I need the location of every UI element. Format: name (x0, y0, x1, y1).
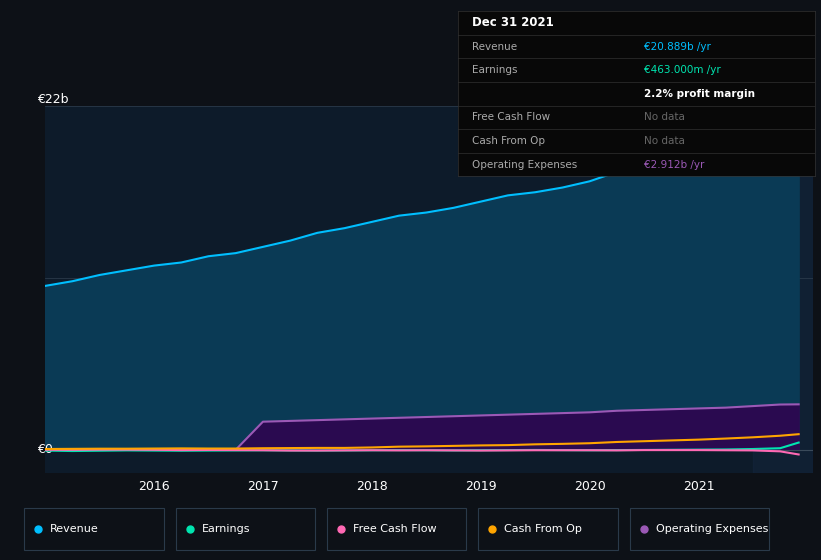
Text: No data: No data (644, 113, 685, 123)
Text: €0: €0 (38, 444, 53, 456)
Text: Revenue: Revenue (50, 524, 99, 534)
Text: €20.889b /yr: €20.889b /yr (644, 41, 711, 52)
Text: 2.2% profit margin: 2.2% profit margin (644, 89, 754, 99)
Text: Operating Expenses: Operating Expenses (472, 160, 578, 170)
Text: Dec 31 2021: Dec 31 2021 (472, 16, 554, 30)
Text: €22b: €22b (38, 94, 69, 106)
Text: Cash From Op: Cash From Op (504, 524, 582, 534)
Text: No data: No data (644, 136, 685, 146)
Text: Earnings: Earnings (202, 524, 250, 534)
Bar (479, 508, 617, 550)
Text: Operating Expenses: Operating Expenses (656, 524, 768, 534)
Bar (176, 508, 315, 550)
Bar (25, 508, 164, 550)
Bar (630, 508, 769, 550)
Bar (327, 508, 466, 550)
Bar (753, 106, 813, 473)
Text: €2.912b /yr: €2.912b /yr (644, 160, 704, 170)
Text: Earnings: Earnings (472, 65, 518, 75)
Text: €463.000m /yr: €463.000m /yr (644, 65, 721, 75)
Text: Free Cash Flow: Free Cash Flow (472, 113, 551, 123)
Text: Cash From Op: Cash From Op (472, 136, 545, 146)
Text: Free Cash Flow: Free Cash Flow (353, 524, 437, 534)
Text: Revenue: Revenue (472, 41, 517, 52)
